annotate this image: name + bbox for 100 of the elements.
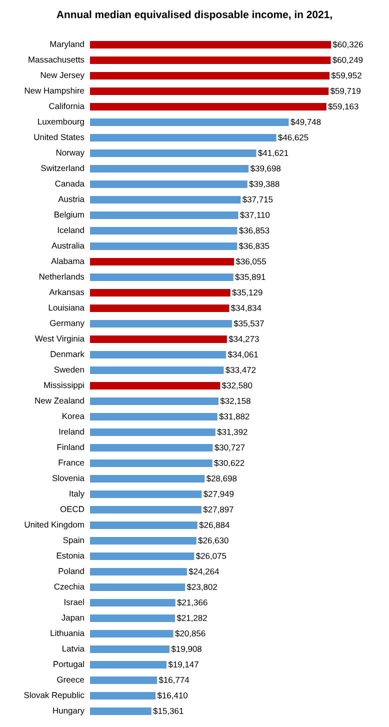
data-label: $16,774 (158, 676, 190, 684)
bar (90, 599, 176, 607)
y-tick-label: Switzerland (41, 164, 84, 172)
y-tick-label: Netherlands (40, 273, 84, 280)
data-label: $19,908 (171, 646, 202, 653)
data-label: $36,853 (239, 227, 270, 234)
y-tick-label: United States (34, 134, 84, 140)
y-tick-label: Spain (63, 536, 84, 545)
bar (90, 413, 218, 421)
data-label: $32,580 (222, 382, 252, 390)
bar (90, 196, 241, 204)
y-tick-label: Slovak Republic (24, 692, 84, 700)
data-label: $23,802 (186, 584, 217, 591)
bar (90, 180, 248, 188)
bar (90, 320, 232, 328)
y-tick-label: Poland (58, 568, 84, 574)
y-tick-label: Luxembourg (38, 118, 84, 126)
bar (90, 274, 234, 282)
y-tick-label: Portugal (54, 660, 84, 669)
y-tick-label: Arkansas (49, 288, 84, 296)
bar (90, 258, 234, 266)
bar (90, 351, 226, 359)
data-label: $59,163 (328, 103, 358, 110)
data-label: $21,282 (176, 614, 207, 622)
bar (90, 212, 238, 220)
bar (90, 72, 330, 80)
y-tick-label: West Virginia (34, 335, 84, 344)
y-tick-label: Germany (50, 320, 84, 328)
y-tick-label: Finland (57, 444, 84, 450)
bar (90, 584, 186, 592)
data-label: $39,698 (250, 165, 281, 172)
y-tick-label: Maryland (50, 40, 84, 49)
data-label: $36,835 (238, 242, 270, 250)
data-label: $31,882 (219, 413, 250, 420)
bar (90, 398, 218, 406)
chart-title: Annual median equivalised disposable income, in 2021, (56, 10, 332, 20)
y-tick-label: Ireland (59, 428, 84, 435)
bar (90, 475, 205, 483)
bar (90, 537, 196, 545)
data-label: $36,055 (236, 258, 266, 266)
y-tick-label: Greece (57, 676, 84, 683)
y-tick-label: Belgium (54, 211, 84, 220)
data-label: $35,129 (232, 289, 262, 296)
bar (90, 460, 212, 468)
data-label: $15,361 (153, 708, 184, 715)
y-tick-label: New Jersey (40, 72, 84, 80)
y-tick-label: Sweden (54, 366, 84, 373)
y-tick-label: United Kingdom (24, 521, 84, 530)
data-label: $27,897 (203, 506, 234, 514)
bar (90, 661, 166, 669)
y-tick-label: OECD (60, 506, 84, 512)
bar (90, 630, 174, 638)
data-label: $31,392 (217, 428, 248, 436)
data-label: $32,158 (220, 398, 250, 405)
bar (90, 304, 230, 312)
bar (90, 56, 331, 64)
y-tick-label: Austria (58, 196, 84, 202)
y-tick-label: Mississippi (44, 382, 84, 390)
bar (90, 118, 289, 126)
y-tick-label: Massachusetts (28, 56, 84, 63)
y-tick-label: Denmark (50, 350, 84, 358)
data-label: $34,061 (228, 351, 258, 358)
bar (90, 289, 230, 297)
y-tick-label: Hungary (53, 708, 84, 716)
bar (90, 41, 332, 49)
bar (90, 382, 220, 390)
bar (90, 227, 238, 235)
data-label: $21,366 (177, 599, 208, 606)
data-label: $26,630 (198, 537, 228, 544)
data-label: $37,110 (240, 212, 270, 219)
y-tick-label: California (49, 102, 84, 110)
data-label: $34,273 (228, 336, 259, 343)
bar (90, 506, 202, 514)
data-label: $49,748 (290, 118, 321, 126)
y-tick-label: Australia (52, 242, 84, 249)
y-tick-label: Italy (70, 490, 84, 498)
data-label: $37,715 (242, 196, 273, 204)
y-tick-label: Korea (62, 413, 84, 420)
bar (90, 676, 158, 684)
data-label: $59,952 (331, 72, 362, 80)
bar (90, 568, 187, 576)
y-tick-label: New Hampshire (24, 87, 84, 96)
data-label: $39,388 (249, 180, 280, 188)
y-tick-label: Latvia (62, 645, 84, 652)
y-tick-label: France (58, 460, 84, 466)
bar (90, 103, 326, 111)
data-label: $30,622 (214, 460, 244, 467)
data-label: $41,621 (258, 150, 288, 157)
y-tick-label: Estonia (56, 552, 84, 559)
y-tick-label: Alabama (51, 258, 84, 264)
bar (90, 708, 152, 716)
data-label: $35,891 (235, 274, 266, 281)
data-label: $19,147 (168, 661, 198, 668)
y-tick-label: Lithuania (50, 630, 84, 636)
data-label: $16,410 (157, 692, 188, 700)
bar (90, 522, 198, 530)
bar (90, 336, 227, 344)
y-tick-label: Louisiana (48, 304, 84, 311)
data-label: $60,326 (332, 41, 363, 48)
y-tick-label: Israel (64, 598, 84, 606)
